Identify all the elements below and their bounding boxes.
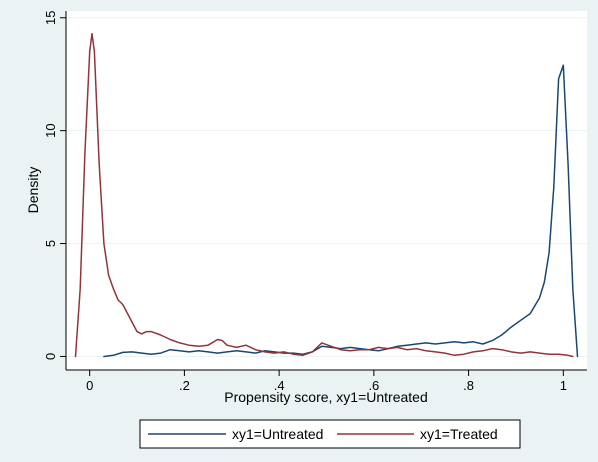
y-tick-label-3: 15: [43, 11, 58, 25]
series-line-treated: [74, 32, 574, 358]
x-tick-label-3: .6: [368, 378, 379, 393]
series-lines: [74, 32, 579, 358]
x-tick-label-4: .8: [463, 378, 474, 393]
x-tick-label-1: .2: [179, 378, 190, 393]
legend-label-untreated: xy1=Untreated: [232, 426, 323, 442]
x-tick-label-0: 0: [86, 378, 93, 393]
y-tick-label-0: 0: [43, 353, 58, 360]
y-tick-label-1: 5: [43, 240, 58, 247]
legend-label-treated: xy1=Treated: [420, 426, 498, 442]
series-line-untreated: [103, 64, 579, 358]
legend: xy1=Untreated xy1=Treated: [139, 419, 521, 449]
plot-area: [66, 11, 587, 370]
x-tick-label-5: 1: [560, 378, 567, 393]
x-tick-label-2: .4: [274, 378, 285, 393]
gridlines: [66, 17, 587, 357]
y-axis-title: Density: [25, 167, 41, 214]
x-axis-title: Propensity score, xy1=Untreated: [224, 389, 428, 405]
y-tick-label-2: 10: [43, 123, 58, 137]
